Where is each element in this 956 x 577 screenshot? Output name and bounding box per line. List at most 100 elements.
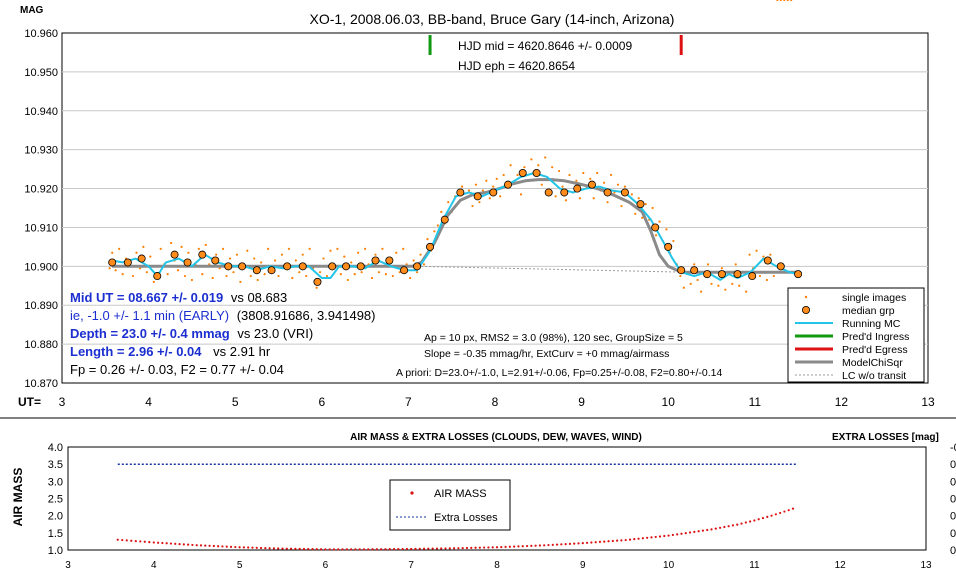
median-point	[400, 266, 409, 275]
single-image-point	[447, 201, 450, 204]
legend-item-airmass: AIR MASS	[410, 488, 487, 500]
single-image-point	[575, 179, 578, 182]
airmass-point	[234, 545, 237, 549]
airmass-point	[671, 533, 674, 537]
median-point	[620, 188, 629, 197]
airmass-point	[620, 539, 623, 542]
airmass-x-tick-label: 10	[663, 560, 675, 571]
single-image-point	[260, 261, 263, 264]
airmass-point	[191, 543, 194, 547]
single-image-point	[693, 263, 696, 266]
single-image-point	[745, 290, 748, 293]
results-block: Mid UT = 08.667 +/- 0.019 vs 08.683 ie, …	[70, 290, 376, 377]
extra-losses-tick-label: 0.5	[950, 545, 956, 557]
single-image-point	[478, 201, 481, 204]
x-tick-label: 12	[835, 395, 849, 409]
median-point	[603, 188, 612, 197]
airmass-point	[783, 510, 786, 513]
airmass-y-tick-label: 4.0	[48, 442, 63, 454]
airmass-y-tick-label: 1.0	[48, 545, 63, 557]
single-image-point	[395, 251, 398, 254]
airmass-point	[727, 525, 730, 528]
svg-text:Length = 2.96 +/- 0.04: Length = 2.96 +/- 0.04 vs 2.91 hr	[70, 344, 271, 359]
single-image-point	[381, 247, 384, 250]
chart-title: XO-1, 2008.06.03, BB-band, Bruce Gary (1…	[310, 11, 675, 27]
airmass-point	[315, 548, 318, 551]
extra-losses-tick-label: 0.1	[950, 476, 956, 488]
airmass-y-tick-label: 2.5	[48, 494, 63, 506]
median-point	[518, 168, 527, 177]
median-point	[211, 256, 220, 265]
single-image-point	[762, 255, 765, 258]
airmass-point	[500, 545, 503, 549]
median-point	[426, 242, 435, 251]
airmass-point	[573, 542, 576, 545]
airmass-point	[225, 545, 228, 548]
airmass-point	[693, 530, 696, 533]
airmass-point	[354, 548, 357, 551]
y-tick-label: 10.870	[24, 378, 58, 390]
single-image-point	[121, 273, 124, 276]
single-image-point	[228, 257, 232, 260]
single-image-point	[249, 274, 252, 278]
x-tick-label: 11	[749, 395, 762, 409]
airmass-point	[740, 522, 743, 525]
airmass-point	[487, 546, 490, 549]
single-image-point	[111, 251, 114, 254]
single-image-point	[606, 201, 609, 204]
lc-wo-transit-line	[417, 265, 686, 273]
x-tick-label: 9	[578, 395, 585, 409]
median-point	[532, 168, 541, 177]
median-point	[733, 270, 742, 279]
airmass-point	[169, 542, 173, 545]
depth-result: Depth = 23.0 +/- 0.4 mmag	[70, 326, 230, 341]
single-image-point	[346, 278, 349, 282]
airmass-point	[289, 547, 293, 550]
hjd-mid-label: HJD mid = 4620.8646 +/- 0.0009	[458, 39, 632, 53]
single-image-point	[772, 274, 775, 278]
median-point	[473, 192, 482, 201]
main-plot: 10.870 10.880 10.890 10.900 10.910 10.920 10.9…	[18, 0, 935, 409]
single-image-point	[755, 249, 758, 252]
single-image-point	[537, 164, 540, 167]
airmass-point	[139, 540, 142, 543]
airmass-point	[337, 548, 340, 551]
airmass-x-tick-label: 13	[920, 560, 932, 571]
airmass-point	[513, 545, 516, 548]
airmass-point	[328, 548, 331, 551]
airmass-point	[603, 540, 606, 543]
single-image-point	[384, 273, 387, 276]
single-image-point	[679, 274, 682, 278]
airmass-point	[680, 532, 683, 535]
single-image-point	[637, 197, 640, 200]
median-point	[489, 188, 498, 197]
notes-block: Ap = 10 px, RMS2 = 3.0 (98%), 120 sec, G…	[396, 332, 722, 379]
single-image-point	[263, 273, 266, 276]
airmass-point	[731, 524, 735, 527]
airmass-point	[761, 516, 765, 520]
single-image-point	[485, 179, 488, 182]
single-image-point	[343, 255, 346, 258]
airmass-point	[658, 535, 662, 538]
single-image-point	[724, 288, 727, 291]
airmass-point	[264, 546, 267, 550]
airmass-point	[718, 526, 722, 529]
single-image-point	[197, 247, 200, 250]
note-apriori: A priori: D=23.0+/-1.0, L=2.91+/-0.06, F…	[396, 367, 722, 379]
airmass-point	[633, 538, 636, 541]
airmass-point	[577, 542, 580, 545]
single-image-point	[305, 274, 308, 278]
svg-text:ie, -1.0 +/- 1.1 min (EARLY): ie, -1.0 +/- 1.1 min (EARLY) (3808.91686…	[70, 308, 376, 323]
airmass-point	[491, 546, 494, 549]
single-image-point	[641, 216, 644, 219]
airmass-point	[130, 539, 133, 542]
svg-text:Mid UT = 08.667 +/- 0.019: Mid UT = 08.667 +/- 0.019 vs 08.683	[70, 290, 287, 305]
airmass-point	[116, 538, 119, 541]
airmass-point	[268, 547, 271, 550]
x-tick-label: 8	[492, 395, 499, 409]
y-tick-label: 10.910	[24, 222, 58, 234]
single-image-point	[589, 177, 592, 180]
single-image-point	[651, 206, 654, 210]
single-image-point	[211, 276, 214, 280]
airmass-point	[461, 546, 464, 550]
